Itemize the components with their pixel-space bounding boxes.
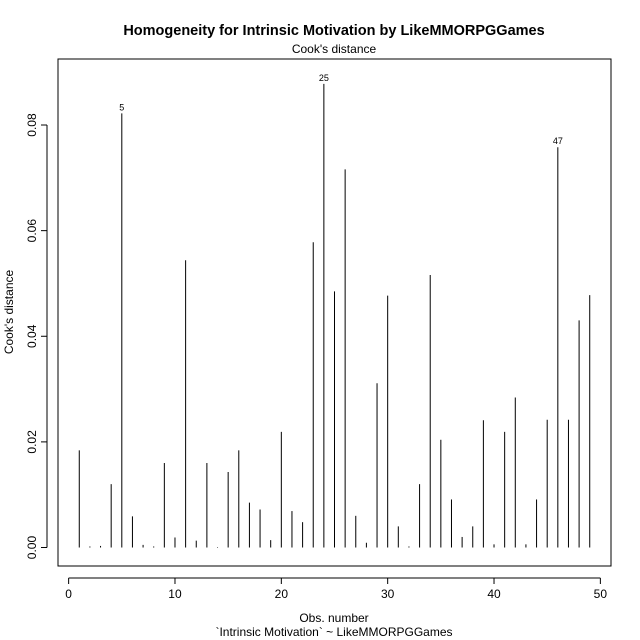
x-tick-label: 50 bbox=[594, 587, 608, 601]
chart-subtitle: Cook's distance bbox=[292, 42, 377, 56]
x-axis-label: Obs. number bbox=[299, 611, 368, 625]
y-axis-label: Cook's distance bbox=[2, 270, 16, 355]
x-tick-label: 40 bbox=[487, 587, 501, 601]
y-tick-label: 0.06 bbox=[25, 219, 39, 243]
spike-annotation-label: 47 bbox=[553, 136, 563, 146]
plot-frame bbox=[57, 58, 612, 567]
y-tick-label: 0.02 bbox=[25, 430, 39, 454]
x-tick-label: 20 bbox=[275, 587, 289, 601]
x-tick-label: 0 bbox=[65, 587, 72, 601]
spike-annotation-label: 5 bbox=[119, 102, 124, 112]
x-tick-label: 30 bbox=[381, 587, 395, 601]
chart-title: Homogeneity for Intrinsic Motivation by … bbox=[123, 23, 544, 39]
y-tick-label: 0.00 bbox=[25, 536, 39, 560]
x-tick-label: 10 bbox=[168, 587, 182, 601]
plot-layer: 0 10 20 30 40 50 0.00 0.02 0.04 0.06 0.08 5 25 47 bbox=[25, 73, 607, 601]
x-axis-model-label: `Intrinsic Motivation` ~ LikeMMORPGGames bbox=[215, 625, 452, 639]
y-tick-label: 0.04 bbox=[25, 324, 39, 348]
spike-annotation-label: 25 bbox=[319, 73, 329, 83]
y-tick-label: 0.08 bbox=[25, 113, 39, 137]
